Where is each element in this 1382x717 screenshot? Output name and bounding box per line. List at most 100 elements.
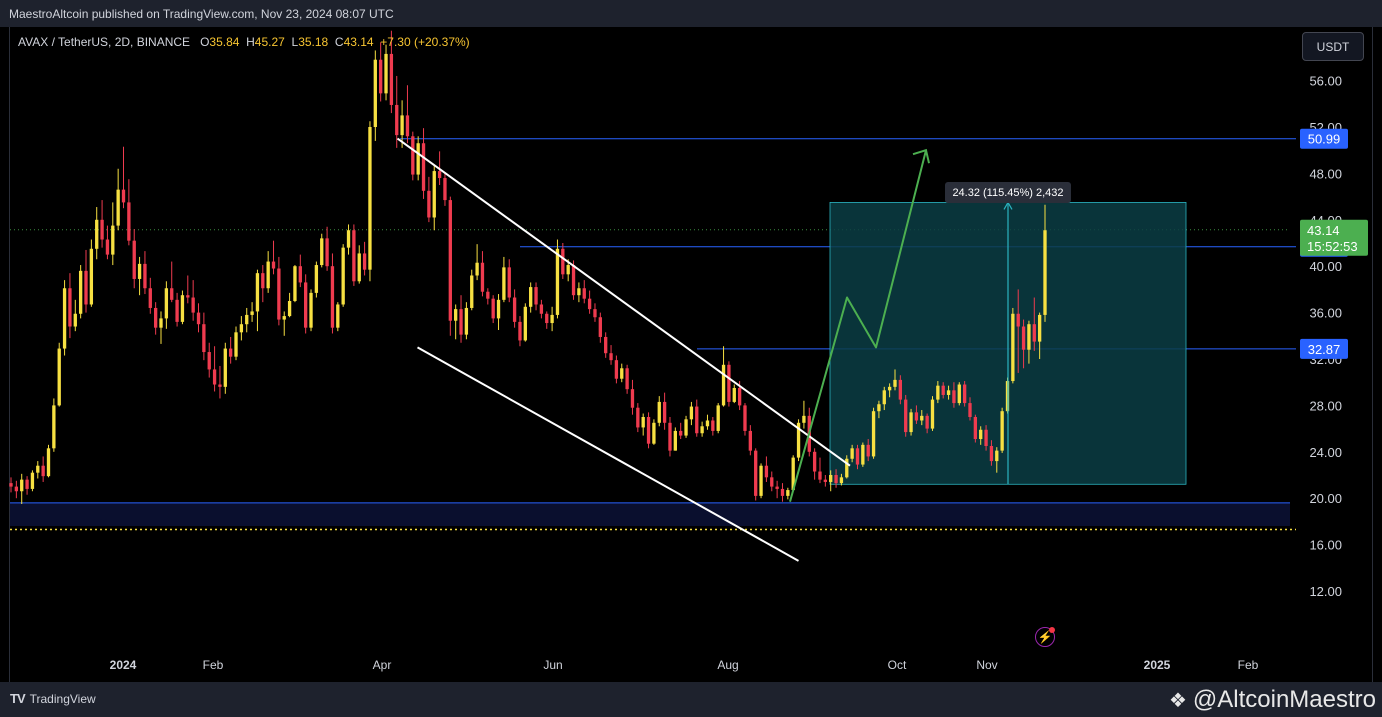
candle xyxy=(941,382,945,399)
candle-body xyxy=(502,267,506,300)
candle xyxy=(973,414,978,443)
candle-body xyxy=(261,273,265,289)
candle-body xyxy=(764,465,769,478)
candle xyxy=(9,477,13,493)
candle xyxy=(871,407,876,459)
candle-body xyxy=(78,270,83,314)
candle-body xyxy=(786,490,790,496)
candle xyxy=(320,233,324,268)
candle-body xyxy=(700,426,704,434)
projection-arrow xyxy=(789,149,927,502)
price-axis-tick: 40.00 xyxy=(1309,259,1342,274)
candle-body xyxy=(550,314,554,324)
candle xyxy=(898,375,903,405)
candle xyxy=(700,421,704,437)
candle-body xyxy=(84,270,88,305)
candle-body xyxy=(9,483,13,487)
candle-body xyxy=(491,298,495,319)
candle xyxy=(287,292,292,318)
candle xyxy=(502,256,506,303)
candle xyxy=(304,274,308,334)
currency-button[interactable]: USDT xyxy=(1302,32,1364,61)
candle-body xyxy=(646,417,651,444)
time-axis-tick: Nov xyxy=(976,658,997,672)
candle xyxy=(909,408,913,436)
candle-body xyxy=(475,262,479,276)
candle-body xyxy=(1043,230,1047,315)
candle xyxy=(271,240,276,275)
candle-body xyxy=(941,385,945,395)
candle xyxy=(207,342,211,378)
price-axis-tick: 48.00 xyxy=(1309,166,1342,181)
candle-body xyxy=(175,299,179,322)
candle-body xyxy=(352,230,356,282)
candle xyxy=(212,346,217,392)
candle xyxy=(604,332,608,358)
support-zone xyxy=(10,502,1290,527)
candle-body xyxy=(287,301,292,317)
candle-body xyxy=(545,313,549,324)
candle-body xyxy=(587,298,592,310)
candle-body xyxy=(625,368,629,390)
candle-body xyxy=(379,59,383,94)
candle xyxy=(539,299,544,319)
candle xyxy=(228,336,233,364)
lightning-icon[interactable]: ⚡ xyxy=(1035,627,1055,647)
candle xyxy=(984,425,988,451)
candle xyxy=(914,405,919,424)
candle xyxy=(196,303,201,333)
candle-body xyxy=(121,189,126,203)
candle-body xyxy=(89,248,94,305)
candle xyxy=(893,369,897,391)
candle xyxy=(786,487,790,500)
candle-body xyxy=(266,261,270,289)
ohlc-change: +7.30 (+20.37%) xyxy=(380,35,470,49)
candle xyxy=(330,253,335,334)
candle-body xyxy=(695,406,699,434)
candle xyxy=(84,249,88,313)
candle xyxy=(470,269,474,311)
candle-body xyxy=(529,287,533,307)
candle xyxy=(459,295,463,343)
candle xyxy=(121,146,126,209)
candle xyxy=(727,361,731,407)
candle xyxy=(705,414,710,430)
candle xyxy=(904,394,908,437)
candle xyxy=(593,303,597,322)
candle-body xyxy=(41,465,45,477)
candle xyxy=(620,363,624,383)
candle xyxy=(389,30,394,114)
candle xyxy=(791,455,795,492)
candle xyxy=(486,288,490,305)
candle xyxy=(716,403,720,434)
candle-body xyxy=(936,385,940,400)
candle xyxy=(657,396,661,427)
candle-body xyxy=(186,295,190,298)
candle-body xyxy=(196,312,201,325)
candle-body xyxy=(443,178,447,201)
candle xyxy=(1043,204,1047,322)
candle xyxy=(464,302,469,340)
candle xyxy=(62,280,67,356)
candle-body xyxy=(909,412,913,433)
published-text: MaestroAltcoin published on TradingView.… xyxy=(9,7,394,21)
candle xyxy=(405,85,410,144)
candle-body xyxy=(984,429,988,446)
candle-body xyxy=(212,369,217,385)
candle xyxy=(46,444,51,478)
candle-body xyxy=(432,171,436,218)
candle xyxy=(614,355,619,384)
candle-body xyxy=(228,348,233,357)
candle xyxy=(282,311,286,336)
tradingview-logo[interactable]: TV TradingView xyxy=(10,691,96,706)
candle-body xyxy=(845,458,849,478)
candle-body xyxy=(539,304,544,314)
price-axis-tick: 12.00 xyxy=(1309,584,1342,599)
price-axis-tick: 36.00 xyxy=(1309,306,1342,321)
candle-body xyxy=(400,115,404,136)
candle-body xyxy=(421,143,426,191)
candle xyxy=(314,261,319,298)
candle-body xyxy=(427,190,431,218)
candle-body xyxy=(812,451,817,472)
